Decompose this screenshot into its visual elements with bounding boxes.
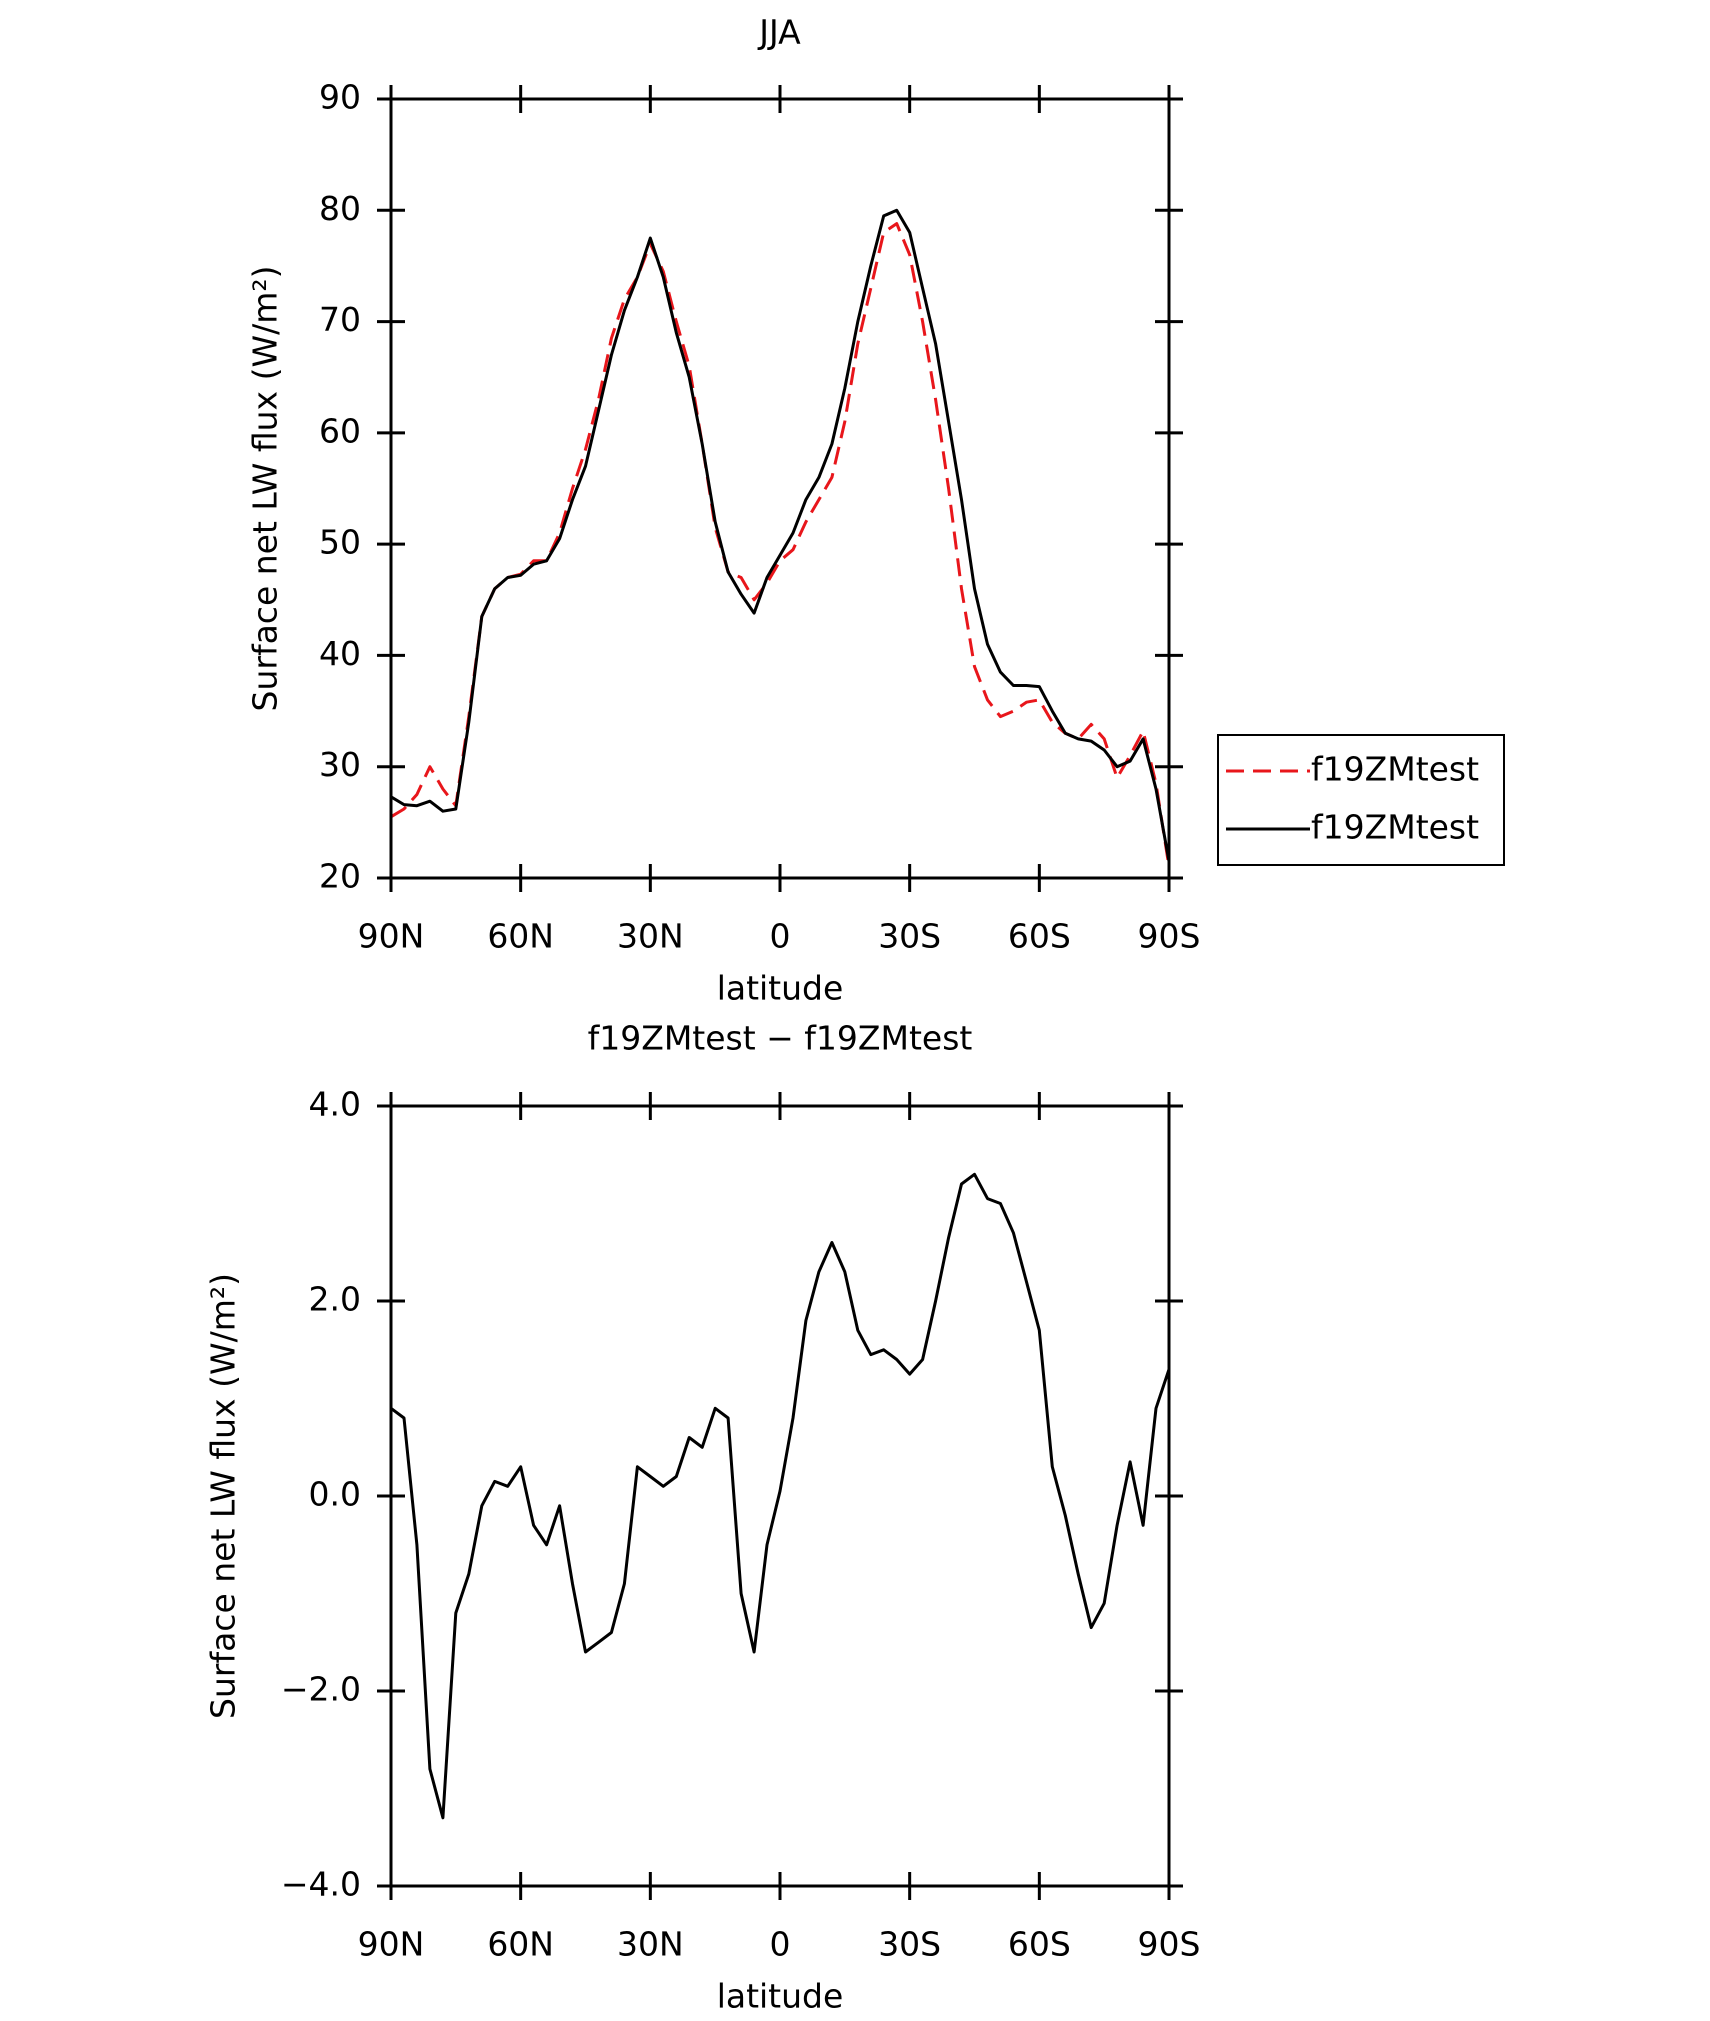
y-tick-label: −4.0 bbox=[281, 1865, 361, 1904]
x-tick-label: 90N bbox=[358, 1925, 425, 1964]
data-line bbox=[390, 1172, 1171, 1820]
x-tick-label: 30S bbox=[878, 917, 941, 956]
y-tick-label: 60 bbox=[319, 411, 361, 450]
x-tick-label: 60N bbox=[487, 917, 554, 956]
y-tick-label: 80 bbox=[319, 189, 361, 228]
data-line bbox=[390, 222, 1171, 868]
y-tick-label: 30 bbox=[319, 745, 361, 784]
y-axis-label: Surface net LW flux (W/m²) bbox=[204, 1273, 243, 1719]
legend-label: f19ZMtest bbox=[1311, 750, 1479, 789]
y-tick-label: 40 bbox=[319, 634, 361, 673]
data-line bbox=[390, 208, 1171, 862]
plot: JJA 20 30 40 50 60 70 80 90 90N 60N 30N 0 30S 60S 90S la… bbox=[246, 13, 1505, 1008]
legend-label: f19ZMtest bbox=[1311, 808, 1479, 847]
x-tick-label: 30S bbox=[878, 1925, 941, 1964]
x-axis-label: latitude bbox=[717, 969, 844, 1008]
chart-title: JJA bbox=[757, 13, 801, 52]
x-tick-label: 30N bbox=[617, 917, 684, 956]
y-tick-label: 50 bbox=[319, 523, 361, 562]
y-axis-label: Surface net LW flux (W/m²) bbox=[246, 266, 285, 712]
y-tick-label: 70 bbox=[319, 300, 361, 339]
y-tick-label: 4.0 bbox=[309, 1085, 361, 1124]
legend-box bbox=[1217, 734, 1505, 866]
x-tick-label: 60S bbox=[1008, 917, 1071, 956]
plot: f19ZMtest − f19ZMtest −4.0 −2.0 0.0 2.0 4.0 90… bbox=[204, 1019, 1201, 2016]
x-tick-label: 60N bbox=[487, 1925, 554, 1964]
x-tick-label: 90S bbox=[1138, 917, 1201, 956]
chart-title: f19ZMtest − f19ZMtest bbox=[588, 1019, 973, 1058]
plot-frame bbox=[389, 97, 1171, 880]
x-tick-label: 0 bbox=[770, 917, 791, 956]
x-tick-label: 90S bbox=[1138, 1925, 1201, 1964]
y-tick-label: 0.0 bbox=[309, 1475, 361, 1514]
y-tick-label: 2.0 bbox=[309, 1280, 361, 1319]
y-tick-label: 90 bbox=[319, 78, 361, 117]
y-tick-label: −2.0 bbox=[281, 1670, 361, 1709]
x-tick-label: 60S bbox=[1008, 1925, 1071, 1964]
x-tick-label: 30N bbox=[617, 1925, 684, 1964]
x-tick-label: 0 bbox=[770, 1925, 791, 1964]
y-tick-label: 20 bbox=[319, 857, 361, 896]
x-tick-label: 90N bbox=[358, 917, 425, 956]
x-axis-label: latitude bbox=[717, 1977, 844, 2016]
